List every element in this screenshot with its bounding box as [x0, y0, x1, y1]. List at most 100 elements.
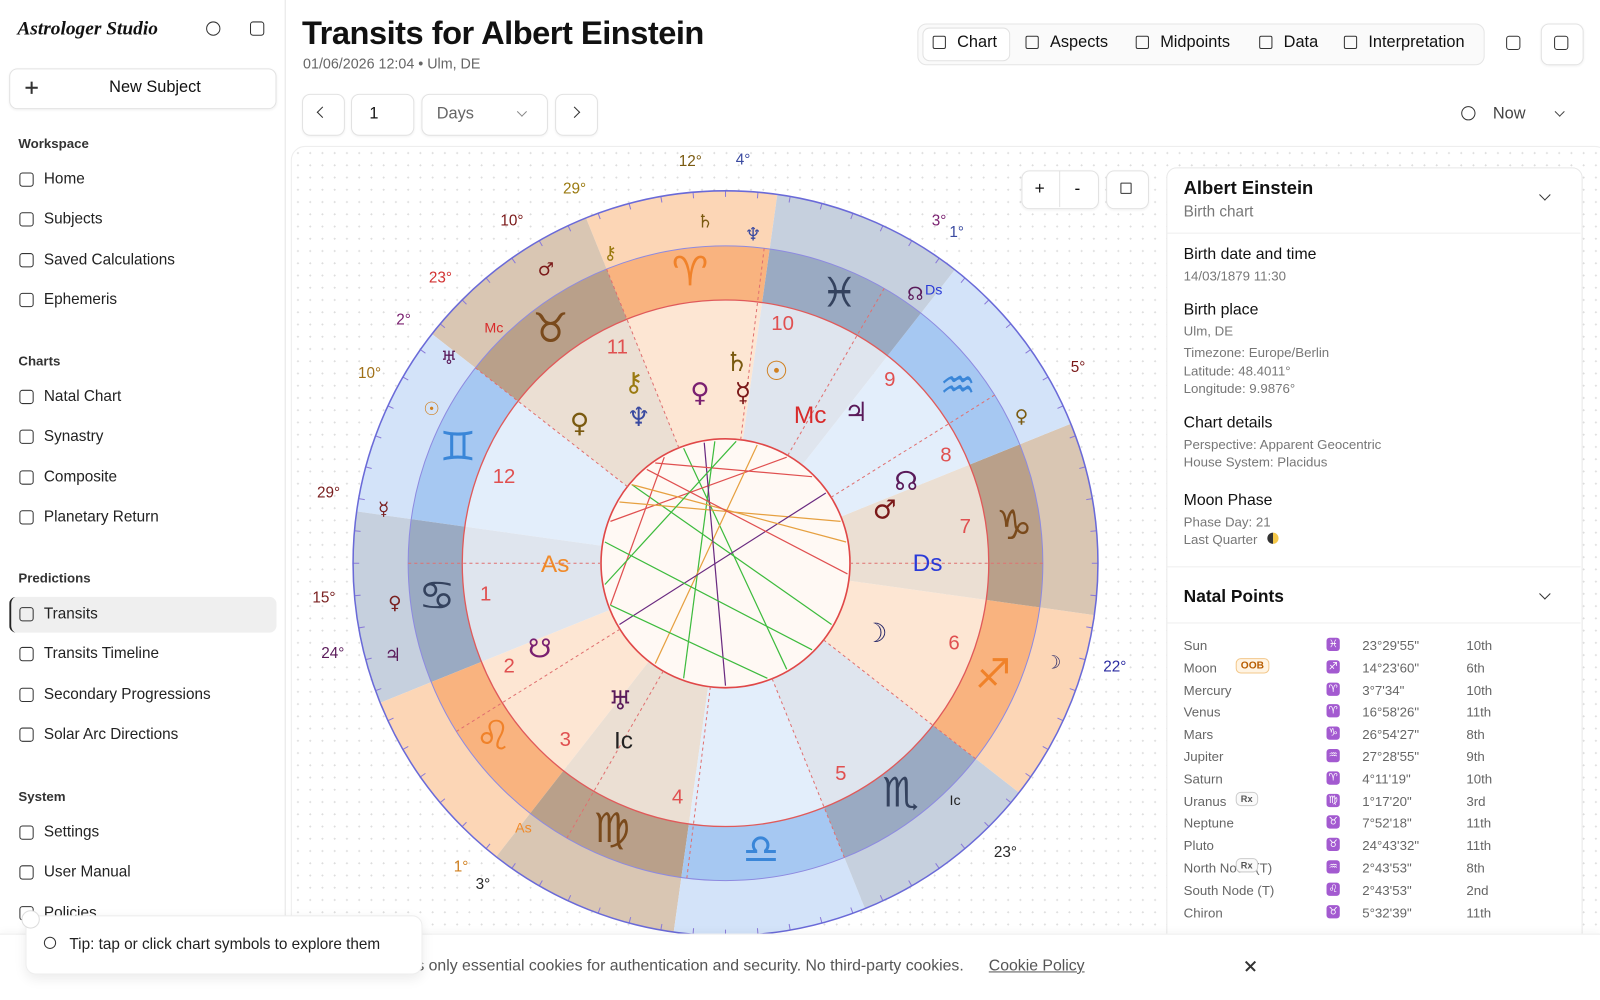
nav-item[interactable]: Composite	[43, 467, 118, 486]
planet-glyph: ⚷	[624, 367, 643, 398]
planet-glyph: ⚷	[603, 243, 616, 264]
house-number: 5	[835, 763, 846, 785]
degree-tick	[1090, 530, 1097, 532]
outer-degree: 3°	[476, 876, 491, 893]
angle-label: As	[541, 551, 570, 578]
nav-item[interactable]: Solar Arc Directions	[43, 725, 179, 743]
tab[interactable]: Interpretation	[1368, 33, 1465, 52]
aspect-line	[655, 462, 813, 478]
icon	[19, 865, 34, 880]
nav-item[interactable]: Subjects	[43, 210, 103, 228]
tab[interactable]: Midpoints	[1160, 33, 1231, 52]
outer-degree: 22°	[1103, 659, 1126, 676]
planet-glyph: ☊	[907, 284, 923, 305]
unit-select[interactable]	[421, 93, 548, 136]
house-cusp	[566, 670, 664, 839]
degree-tick	[1042, 376, 1049, 381]
tab[interactable]: Chart	[957, 33, 998, 52]
degree-tick	[511, 863, 516, 869]
tip-close[interactable]	[21, 910, 40, 929]
planet-glyph: ☊	[894, 466, 918, 497]
degree-tick	[485, 843, 491, 849]
planet-glyph: ♄	[697, 211, 713, 232]
icon	[19, 510, 34, 525]
divider	[1167, 622, 1581, 624]
zoom-in[interactable]: +	[1034, 178, 1045, 198]
section-title: Predictions	[18, 570, 91, 586]
section-title: Charts	[18, 353, 61, 369]
transit-house-band	[844, 758, 1019, 909]
nav-item[interactable]: Transits Timeline	[43, 645, 159, 663]
point-degree: 2°43'53"	[1362, 860, 1412, 876]
nav-item[interactable]: Home	[43, 170, 85, 188]
degree-tick	[628, 203, 632, 210]
degree-tick	[1079, 657, 1086, 661]
aspect-line	[646, 468, 848, 575]
tip-box	[25, 915, 423, 975]
point-house: 9th	[1466, 748, 1485, 765]
point-name: Venus	[1183, 704, 1221, 720]
aspect-line	[619, 492, 827, 626]
degree-tick	[850, 907, 854, 914]
degree-tick	[402, 745, 409, 750]
degree-tick	[1079, 466, 1086, 469]
print-button[interactable]	[1540, 23, 1584, 66]
section-title: Workspace	[18, 135, 89, 152]
degree-tick	[1090, 594, 1097, 597]
degree-tick	[420, 349, 426, 354]
sign-glyph: ♉	[532, 304, 569, 352]
nav-item[interactable]: Saved Calculations	[43, 250, 175, 268]
nav-item[interactable]: Ephemeris	[43, 290, 118, 309]
nav-item[interactable]: Transits	[43, 605, 98, 623]
zoom-out[interactable]: -	[1074, 178, 1081, 198]
point-sign: ♐	[1326, 659, 1340, 674]
house-cusp	[830, 394, 995, 498]
planet-glyph: ♄	[725, 347, 749, 378]
point-sign: ♈	[1326, 771, 1340, 785]
point-name: Sun	[1183, 637, 1208, 654]
icon	[1259, 35, 1273, 49]
degree-tick	[567, 225, 572, 232]
page-title: Transits for Albert Einstein	[302, 14, 704, 52]
tab[interactable]: Aspects	[1049, 33, 1109, 52]
aspect-line	[609, 457, 665, 606]
degree-tick	[850, 213, 854, 220]
point-name: Saturn	[1183, 771, 1223, 787]
unit-value: Days	[436, 105, 474, 123]
transit-house-band	[769, 194, 955, 314]
angle-label: Mc	[794, 402, 827, 429]
nav-item[interactable]: Secondary Progressions	[43, 685, 211, 703]
nav-item[interactable]: Synastry	[43, 427, 104, 446]
degree-tick	[692, 192, 695, 199]
divider	[1167, 232, 1581, 234]
page-subtitle: 01/06/2026 12:04 • Ulm, DE	[303, 55, 481, 72]
step-input[interactable]	[351, 93, 415, 136]
tab[interactable]: Data	[1283, 33, 1319, 52]
nav-item[interactable]: User Manual	[43, 863, 131, 881]
icon	[1135, 35, 1149, 49]
new-subject-button[interactable]	[9, 68, 277, 110]
nav-item[interactable]: Planetary Return	[43, 508, 159, 526]
icon	[19, 687, 34, 702]
degree-tick	[788, 923, 791, 931]
nav-item[interactable]: Settings	[43, 823, 100, 841]
icon	[19, 607, 34, 622]
point-sign: ♓	[1326, 637, 1340, 652]
next-button[interactable]	[555, 93, 598, 136]
sign-glyph: ♐	[975, 650, 1012, 698]
now-button[interactable]: Now	[1492, 105, 1526, 123]
planet-glyph: ♃	[385, 645, 401, 666]
fullscreen-button[interactable]	[1106, 170, 1149, 210]
degree-tick	[756, 192, 759, 199]
sign-glyph: ♌	[475, 711, 512, 759]
prev-button[interactable]	[302, 93, 345, 136]
degree-tick	[1057, 405, 1064, 409]
point-name: South Node (T)	[1183, 882, 1275, 898]
natal-house-band	[823, 580, 987, 726]
house-cusp	[740, 248, 765, 440]
aspect-line	[703, 442, 727, 686]
natal-house-band	[464, 401, 628, 546]
planet-glyph: ☋	[528, 633, 552, 664]
nav-item[interactable]: Natal Chart	[43, 387, 122, 406]
cookie-link[interactable]: Cookie Policy	[988, 957, 1085, 975]
